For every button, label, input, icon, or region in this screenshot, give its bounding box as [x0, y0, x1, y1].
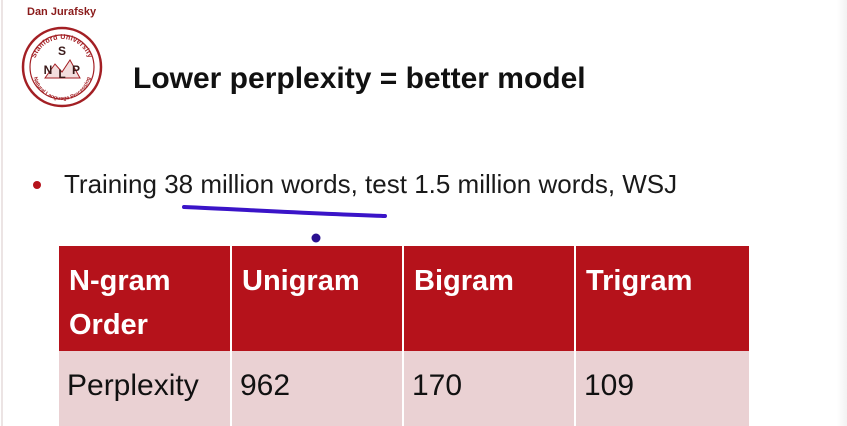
bullet-text-underlined: 38 million words [164, 169, 351, 199]
pen-dot [311, 233, 321, 243]
bullet-text-after: , test 1.5 million words, WSJ [350, 169, 678, 199]
right-edge-shade [837, 0, 847, 426]
cell-trigram-value: 109 [575, 351, 749, 426]
left-border-rule [1, 0, 3, 426]
author-name: Dan Jurafsky [27, 6, 97, 18]
pen-underline-stroke [182, 205, 387, 218]
bullet-text: Training 38 million words, test 1.5 mill… [64, 169, 677, 200]
header-bigram: Bigram [403, 246, 576, 351]
bullet-text-before: Training [64, 169, 165, 199]
header-ngram-order: N-gram Order [59, 246, 232, 351]
cell-unigram-value: 962 [231, 351, 404, 426]
bullet-marker [33, 181, 41, 189]
logo-letter-n: N [44, 63, 53, 77]
logo-letter-p: P [72, 63, 80, 77]
table-header-row: N-gram Order Unigram Bigram Trigram [59, 246, 749, 351]
table-row: Perplexity 962 170 109 [59, 351, 749, 426]
logo-letter-s: S [58, 44, 66, 58]
header-trigram: Trigram [575, 246, 749, 351]
stanford-nlp-logo: Stanford University Natural Language Pro… [21, 26, 103, 108]
cell-row-label: Perplexity [59, 351, 232, 426]
logo-letter-l: L [58, 67, 65, 81]
cell-bigram-value: 170 [403, 351, 576, 426]
slide-title: Lower perplexity = better model [133, 62, 586, 95]
perplexity-table: N-gram Order Unigram Bigram Trigram Perp… [59, 246, 749, 426]
header-unigram: Unigram [231, 246, 404, 351]
